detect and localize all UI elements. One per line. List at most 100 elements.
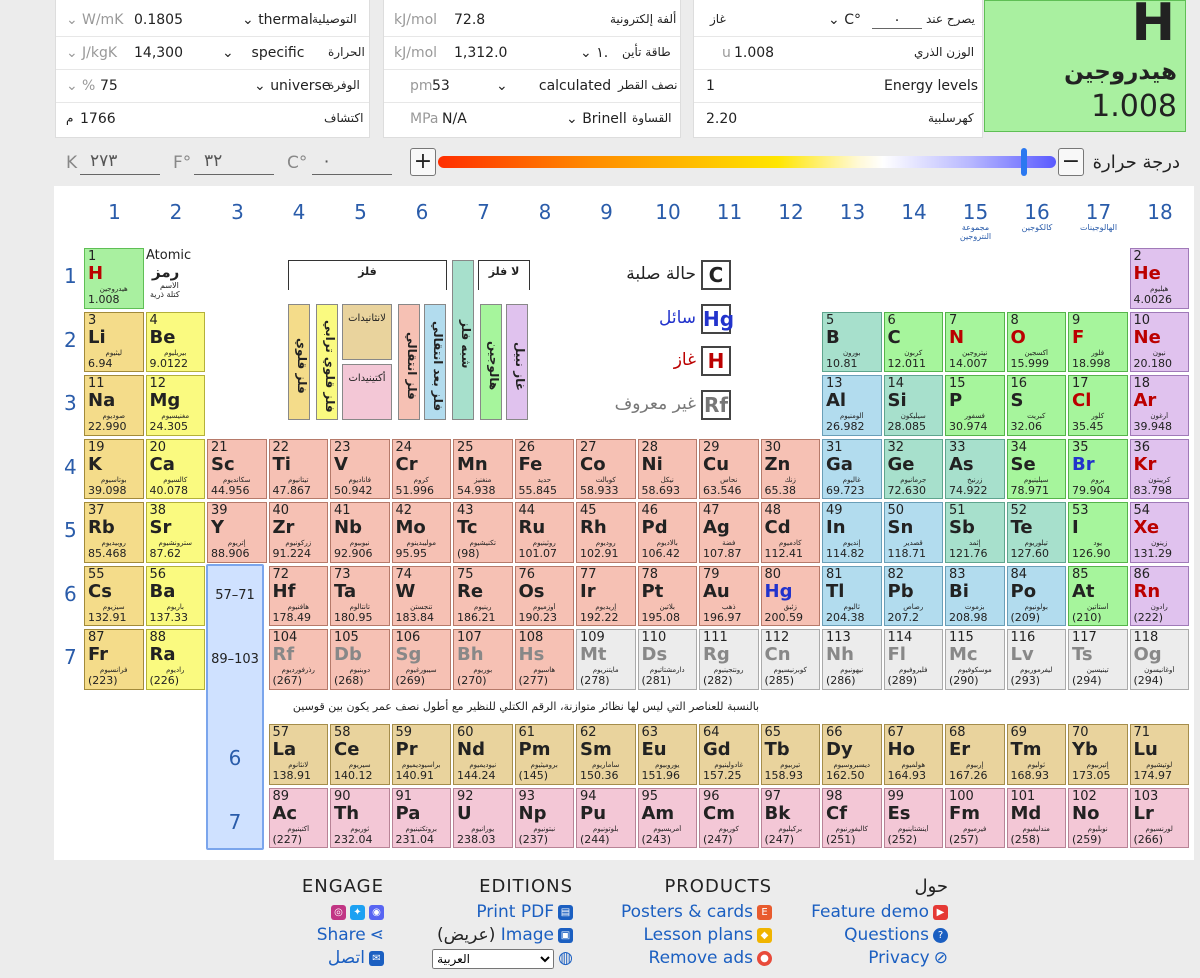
period-number[interactable]: 4 bbox=[64, 454, 77, 479]
element-lr[interactable]: 103 Lr لورنسيوم (266) bbox=[1129, 787, 1189, 848]
state-solid-key[interactable]: C bbox=[701, 260, 731, 290]
group-number[interactable]: 5 bbox=[354, 200, 367, 224]
element-ni[interactable]: 28 Ni نيكل 58.693 bbox=[637, 438, 697, 499]
element-mn[interactable]: 25 Mn منغنيز 54.938 bbox=[453, 438, 513, 499]
group-number[interactable]: 15 bbox=[962, 200, 989, 224]
element-tl[interactable]: 81 Tl ثاليوم 204.38 bbox=[822, 565, 882, 626]
element-n[interactable]: 7 N نيتروجين 14.007 bbox=[945, 311, 1005, 372]
element-lv[interactable]: 116 Lv ليفرموريوم (293) bbox=[1006, 629, 1066, 690]
element-al[interactable]: 13 Al ألومنيوم 26.982 bbox=[822, 375, 882, 436]
element-pm[interactable]: 61 Pm بروميثيوم (145) bbox=[514, 724, 574, 785]
element-hf[interactable]: 72 Hf هافنيوم 178.49 bbox=[268, 565, 328, 626]
legend-alkaline-earth[interactable]: فلز قلوي ترابي bbox=[316, 304, 338, 420]
element-k[interactable]: 19 K بوتاسيوم 39.098 bbox=[84, 438, 144, 499]
element-rh[interactable]: 45 Rh روديوم 102.91 bbox=[576, 502, 636, 563]
period-number[interactable]: 1 bbox=[64, 264, 77, 288]
period-number[interactable]: 2 bbox=[64, 327, 77, 352]
element-ac[interactable]: 89 Ac أكتينيوم (227) bbox=[268, 787, 328, 848]
legend-transition[interactable]: فلز انتقالي bbox=[398, 304, 420, 420]
element-li[interactable]: 3 Li ليثيوم 6.94 bbox=[84, 311, 144, 372]
image-link[interactable]: (عريض) Image ▣ bbox=[420, 925, 573, 948]
element-cd[interactable]: 48 Cd كادميوم 112.41 bbox=[760, 502, 820, 563]
element-th[interactable]: 90 Th ثوريوم 232.04 bbox=[330, 787, 390, 848]
element-mg[interactable]: 12 Mg مغنيسيوم 24.305 bbox=[145, 375, 205, 436]
ionization-dropdown[interactable]: ⌄ ١. bbox=[580, 45, 609, 61]
element-s[interactable]: 16 S كبريت 32.06 bbox=[1006, 375, 1066, 436]
element-eu[interactable]: 63 Eu يوروبيوم 151.96 bbox=[637, 724, 697, 785]
element-gd[interactable]: 64 Gd غادولينيوم 157.25 bbox=[699, 724, 759, 785]
group-number[interactable]: 9 bbox=[600, 200, 613, 224]
language-select[interactable]: العربية bbox=[432, 949, 555, 969]
element-he[interactable]: 2 He هيليوم 4.0026 bbox=[1129, 248, 1189, 309]
group-number[interactable]: 4 bbox=[292, 200, 306, 224]
element-be[interactable]: 4 Be بيريليوم 9.0122 bbox=[145, 311, 205, 372]
state-temp-input[interactable]: ٠ bbox=[872, 12, 922, 29]
abundance-dropdown[interactable]: ⌄ universe bbox=[254, 78, 331, 94]
element-bi[interactable]: 83 Bi بزموت 208.98 bbox=[945, 565, 1005, 626]
element-fm[interactable]: 100 Fm فيرميوم (257) bbox=[945, 787, 1005, 848]
element-pd[interactable]: 46 Pd بالاديوم 106.42 bbox=[637, 502, 697, 563]
element-mo[interactable]: 42 Mo موليبدينوم 95.95 bbox=[391, 502, 451, 563]
element-rb[interactable]: 37 Rb روبيديوم 85.468 bbox=[84, 502, 144, 563]
discord-icon[interactable]: ◉ bbox=[369, 904, 384, 920]
element-ba[interactable]: 56 Ba باريوم 137.33 bbox=[145, 565, 205, 626]
element-sr[interactable]: 38 Sr سترونشيوم 87.62 bbox=[145, 502, 205, 563]
group-number[interactable]: 6 bbox=[415, 200, 429, 224]
group-number[interactable]: 3 bbox=[231, 200, 244, 224]
f-block-reference[interactable]: 57–71 89–103 6 7 bbox=[206, 564, 264, 850]
temperature-slider[interactable] bbox=[438, 156, 1056, 168]
element-mt[interactable]: 109 Mt مايتنريوم (278) bbox=[576, 629, 636, 690]
element-ne[interactable]: 10 Ne نيون 20.180 bbox=[1129, 311, 1189, 372]
element-xe[interactable]: 54 Xe زينون 131.29 bbox=[1129, 502, 1189, 563]
element-f[interactable]: 9 F فلور 18.998 bbox=[1068, 311, 1128, 372]
period-number[interactable]: 5 bbox=[64, 518, 77, 542]
fahrenheit-input[interactable]: ٣٢ bbox=[194, 151, 274, 175]
element-v[interactable]: 23 V فاناديوم 50.942 bbox=[330, 438, 390, 499]
element-no[interactable]: 102 No نوبليوم (259) bbox=[1068, 787, 1128, 848]
legend-alkali[interactable]: فلز قلوي bbox=[288, 304, 310, 420]
decrease-temp-button[interactable]: − bbox=[1058, 148, 1084, 176]
element-cn[interactable]: 112 Cn كوبرنيسيوم (285) bbox=[760, 629, 820, 690]
element-y[interactable]: 39 Y إتريوم 88.906 bbox=[207, 502, 267, 563]
group-number[interactable]: 1 bbox=[108, 200, 121, 224]
element-sn[interactable]: 50 Sn قصدير 118.71 bbox=[883, 502, 943, 563]
group-number[interactable]: 11 bbox=[716, 200, 743, 224]
element-as[interactable]: 33 As زرنيخ 74.922 bbox=[945, 438, 1005, 499]
element-pr[interactable]: 59 Pr براسيوديميوم 140.91 bbox=[391, 724, 451, 785]
element-at[interactable]: 85 At أستاتين (210) bbox=[1068, 565, 1128, 626]
element-h[interactable]: 1 H هيدروجين 1.008 bbox=[84, 248, 144, 309]
element-rg[interactable]: 111 Rg رونتجينيوم (282) bbox=[699, 629, 759, 690]
element-co[interactable]: 27 Co كوبالت 58.933 bbox=[576, 438, 636, 499]
element-cl[interactable]: 17 Cl كلور 35.45 bbox=[1068, 375, 1128, 436]
posters-link[interactable]: Posters & cards E bbox=[600, 902, 772, 925]
element-c[interactable]: 6 C كربون 12.011 bbox=[883, 311, 943, 372]
state-liquid-key[interactable]: Hg bbox=[701, 304, 734, 334]
element-ti[interactable]: 22 Ti تيتانيوم 47.867 bbox=[268, 438, 328, 499]
group-number[interactable]: 16 bbox=[1024, 200, 1050, 224]
radius-dropdown[interactable]: ⌄ calculated bbox=[496, 78, 612, 94]
element-re[interactable]: 75 Re رينيوم 186.21 bbox=[453, 565, 513, 626]
legend-halogen[interactable]: هالوجين bbox=[480, 304, 502, 420]
state-temp-unit-dropdown[interactable]: ⌄ C° bbox=[828, 12, 861, 28]
element-ca[interactable]: 20 Ca كالسيوم 40.078 bbox=[145, 438, 205, 499]
conductivity-dropdown[interactable]: ⌄ thermal bbox=[242, 12, 313, 28]
twitter-icon[interactable]: ✦ bbox=[350, 904, 365, 920]
state-gas-key[interactable]: H bbox=[701, 346, 731, 376]
element-si[interactable]: 14 Si سيليكون 28.085 bbox=[883, 375, 943, 436]
group-number[interactable]: 7 bbox=[477, 200, 490, 224]
element-tb[interactable]: 65 Tb تيربيوم 158.93 bbox=[760, 724, 820, 785]
element-fl[interactable]: 114 Fl فليروفيوم (289) bbox=[883, 629, 943, 690]
element-nh[interactable]: 113 Nh نيهونيوم (286) bbox=[822, 629, 882, 690]
element-ru[interactable]: 44 Ru روثينيوم 101.07 bbox=[514, 502, 574, 563]
group-number[interactable]: 13 bbox=[839, 200, 866, 224]
period-number[interactable]: 3 bbox=[64, 391, 77, 415]
element-bh[interactable]: 107 Bh بوريوم (270) bbox=[453, 629, 513, 690]
element-np[interactable]: 93 Np نبتونيوم (237) bbox=[514, 787, 574, 848]
element-o[interactable]: 8 O أكسجين 15.999 bbox=[1006, 311, 1066, 372]
group-number[interactable]: 18 bbox=[1147, 200, 1173, 224]
element-hs[interactable]: 108 Hs هاسيوم (277) bbox=[514, 629, 574, 690]
legend-lanthanides[interactable]: لانثانيدات bbox=[342, 304, 392, 360]
element-pu[interactable]: 94 Pu بلوتونيوم (244) bbox=[576, 787, 636, 848]
remove-ads-link[interactable]: Remove ads ● bbox=[600, 948, 772, 971]
instagram-icon[interactable]: ◎ bbox=[331, 904, 346, 920]
